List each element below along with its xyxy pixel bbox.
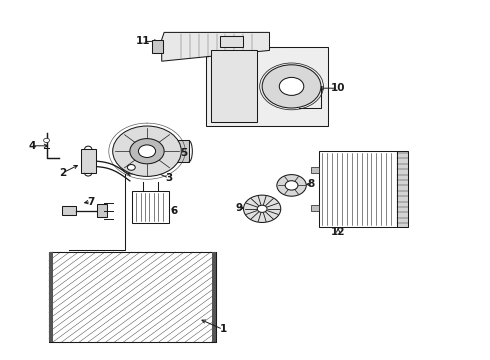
Bar [220, 36, 243, 47]
Bar [397, 151, 408, 227]
Circle shape [130, 139, 164, 164]
Bar [311, 205, 318, 211]
Circle shape [44, 138, 49, 143]
Circle shape [279, 77, 304, 95]
Circle shape [277, 175, 306, 196]
Bar [152, 40, 163, 53]
Bar [147, 140, 189, 162]
Bar [132, 191, 169, 223]
Bar [49, 252, 53, 342]
Text: 10: 10 [331, 83, 345, 93]
Text: 3: 3 [166, 173, 172, 183]
Bar [81, 149, 96, 173]
Text: 5: 5 [180, 148, 187, 158]
Text: 7: 7 [87, 197, 95, 207]
Bar [62, 206, 76, 215]
Bar [49, 252, 216, 342]
Polygon shape [162, 32, 270, 61]
Bar [212, 252, 216, 342]
Bar [311, 167, 318, 173]
Circle shape [122, 161, 140, 174]
Bar [206, 47, 328, 126]
Circle shape [244, 195, 281, 222]
Bar [49, 252, 216, 342]
Bar [211, 50, 257, 122]
Circle shape [257, 205, 267, 212]
Bar [97, 204, 107, 217]
Text: 9: 9 [235, 203, 242, 213]
Text: 8: 8 [308, 179, 315, 189]
Circle shape [285, 181, 298, 190]
Circle shape [262, 65, 321, 108]
Circle shape [127, 165, 135, 170]
Text: 12: 12 [331, 227, 345, 237]
Text: 2: 2 [59, 168, 66, 178]
Text: 1: 1 [220, 324, 226, 334]
Circle shape [113, 126, 181, 176]
Text: 6: 6 [171, 206, 177, 216]
Circle shape [138, 145, 155, 158]
Text: 4: 4 [28, 141, 36, 151]
Text: 11: 11 [136, 36, 150, 46]
Bar [318, 151, 397, 227]
